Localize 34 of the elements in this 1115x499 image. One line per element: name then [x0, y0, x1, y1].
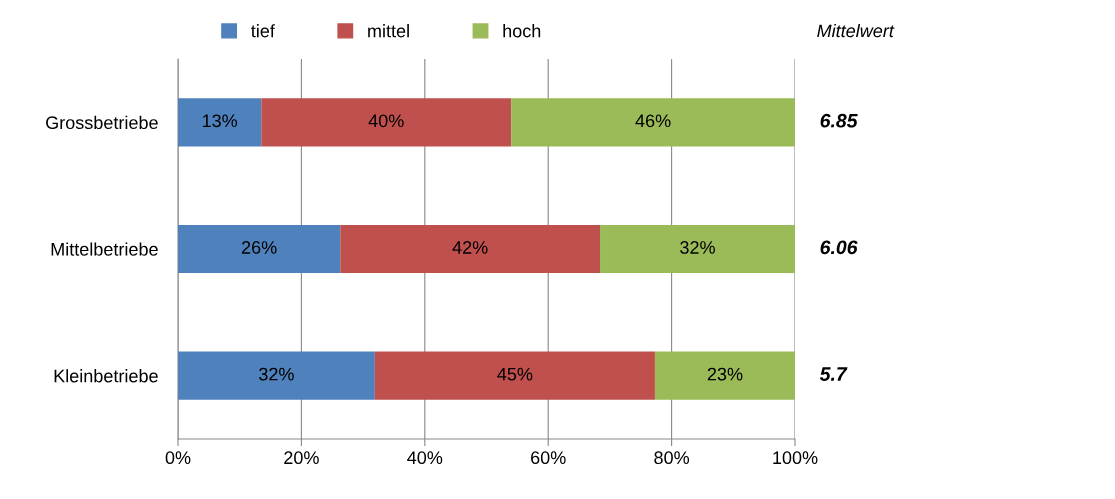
bar — [511, 98, 795, 147]
data-label: 23% — [707, 367, 743, 381]
data-label: 46% — [635, 114, 671, 128]
legend-label: hoch — [503, 24, 541, 38]
bar — [374, 351, 655, 400]
bar — [178, 98, 262, 147]
legend-label: tief — [251, 24, 275, 38]
bar — [600, 224, 795, 274]
data-label: 32% — [259, 367, 294, 381]
bar — [261, 98, 512, 147]
data-label: 13% — [202, 114, 238, 128]
x-tick-label: 0% — [165, 451, 191, 465]
y-tick-label: Grossbetriebe — [46, 115, 158, 130]
text: Mittelwert — [817, 23, 895, 38]
bar — [654, 351, 795, 400]
x-tick-label: 40% — [407, 451, 443, 465]
text: 6.06 — [820, 240, 858, 255]
data-label: 40% — [368, 114, 404, 128]
x-tick-label: 60% — [531, 451, 566, 465]
text: 5.7 — [819, 367, 848, 381]
legend-label: mittel — [368, 24, 409, 38]
x-tick-label: 20% — [284, 451, 319, 465]
x-tick-label: 100% — [773, 451, 818, 465]
y-tick-label: Mittelbetriebe — [51, 242, 158, 256]
data-label: 32% — [680, 241, 715, 254]
bar — [178, 351, 375, 400]
text: 6.85 — [820, 113, 858, 128]
data-label: 45% — [497, 367, 533, 381]
data-label: 42% — [452, 241, 488, 254]
bar — [340, 224, 601, 274]
bar — [178, 224, 341, 274]
data-label: 26% — [241, 241, 277, 254]
x-tick-label: 80% — [654, 451, 690, 465]
y-tick-label: Kleinbetriebe — [54, 369, 158, 383]
